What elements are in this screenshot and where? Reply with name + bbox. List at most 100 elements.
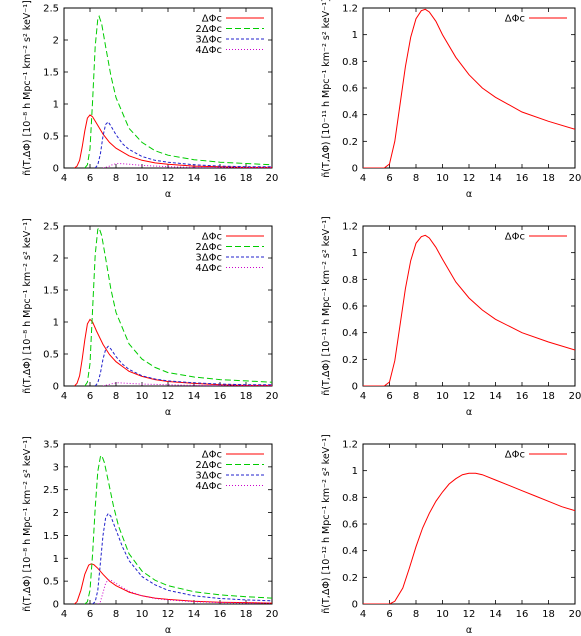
x-tick-label: 16 [214,173,227,184]
chart-panel-5: 4 6 8 10 12 14 16 18 20 0 0.5 1 1.5 2 2.5 3 3.5 α ñ(T,ΔΦ) … [22,436,278,636]
x-tick-label: 12 [162,391,175,402]
x-tick-label: 4 [61,391,67,402]
y-tick-label: 1.2 [342,4,358,15]
x-tick-label: 14 [188,173,201,184]
y-tick-label: 1.5 [43,68,59,79]
legend-label: 4ΔΦc [195,263,222,274]
x-tick-label: 4 [360,173,366,184]
y-tick-label: 1 [352,466,358,477]
x-tick-label: 10 [436,391,449,402]
y-tick-label: 3 [53,462,59,473]
legend-label: ΔΦc [505,14,525,25]
y-tick-label: 0 [53,600,59,611]
legend-label: ΔΦc [202,232,222,243]
x-tick-label: 14 [489,609,502,620]
y-tick-label: 0.5 [43,132,59,143]
y-tick-label: 0.5 [43,577,59,588]
x-tick-label: 12 [463,609,476,620]
x-tick-label: 18 [240,609,253,620]
x-axis-label: α [466,625,472,636]
legend-label: 3ΔΦc [195,35,222,46]
x-tick-label: 6 [87,391,93,402]
x-tick-label: 18 [542,609,555,620]
x-tick-label: 10 [436,173,449,184]
x-tick-label: 20 [569,609,581,620]
y-tick-label: 2.5 [43,485,59,496]
x-tick-label: 16 [516,609,529,620]
x-tick-label: 14 [489,391,502,402]
legend-label: ΔΦc [202,14,222,25]
x-tick-label: 14 [188,609,201,620]
chart-panel-1: 4 6 8 10 12 14 16 18 20 0 0.5 1 1.5 2 2.5 α ñ(T,ΔΦ) [10⁻… [22,0,278,200]
y-tick-label: 0.2 [342,573,358,584]
y-axis-label: ñ(T,ΔΦ) [10⁻⁸ h Mpc⁻¹ km⁻² s² keV⁻¹] [22,0,33,176]
x-tick-label: 6 [87,609,93,620]
y-tick-label: 3.5 [43,440,59,451]
y-tick-label: 0 [53,382,59,393]
x-tick-label: 4 [360,609,366,620]
series-line-1 [74,563,272,604]
y-tick-label: 2 [53,36,59,47]
x-tick-label: 8 [113,391,119,402]
y-axis-label: ñ(T,ΔΦ) [10⁻⁸ h Mpc⁻¹ km⁻² s² keV⁻¹] [22,436,33,612]
chart-panel-2: 4 6 8 10 12 14 16 18 20 0 0.2 0.4 0.6 0.8 1 1.2 α ñ(T,ΔΦ)… [321,0,581,200]
x-tick-label: 10 [136,391,149,402]
y-tick-label: 2 [53,508,59,519]
series-line-3 [92,512,272,604]
x-tick-label: 20 [569,391,581,402]
x-axis-label: α [165,189,171,200]
x-tick-label: 12 [162,609,175,620]
y-tick-label: 2 [53,254,59,265]
y-tick-label: 0.8 [342,493,358,504]
y-tick-label: 0.4 [342,328,358,339]
plot-frame [63,7,273,169]
x-tick-label: 6 [87,173,93,184]
x-tick-label: 16 [516,173,529,184]
chart-panel-4: 4 6 8 10 12 14 16 18 20 0 0.2 0.4 0.6 0.8 1 1.2 α ñ(T,ΔΦ)… [321,216,581,418]
plot-frame [362,443,576,605]
x-tick-label: 18 [542,173,555,184]
x-tick-label: 4 [360,391,366,402]
x-tick-label: 20 [266,609,279,620]
x-tick-label: 8 [413,173,419,184]
y-tick-label: 1 [352,248,358,259]
y-tick-label: 1.5 [43,531,59,542]
x-tick-label: 16 [214,391,227,402]
series-line-1 [363,234,575,386]
x-tick-label: 4 [61,173,67,184]
y-tick-label: 1 [53,100,59,111]
legend-label: 3ΔΦc [195,471,222,482]
y-tick-label: 2.5 [43,222,59,233]
x-tick-label: 8 [113,609,119,620]
chart-panel-3: 4 6 8 10 12 14 16 18 20 0 0.5 1 1.5 2 2.5 α ñ(T,ΔΦ) [10⁻… [22,218,278,418]
y-tick-label: 0.4 [342,546,358,557]
y-tick-label: 0 [352,382,358,393]
legend-label: ΔΦc [505,450,525,461]
x-tick-label: 6 [386,173,392,184]
x-tick-label: 20 [266,391,279,402]
legend-label: 2ΔΦc [195,242,222,253]
series-line-2 [84,226,272,386]
y-tick-label: 0.6 [342,302,358,313]
y-tick-label: 0.8 [342,57,358,68]
y-tick-label: 0.6 [342,84,358,95]
chart-panel-6: 4 6 8 10 12 14 16 18 20 0 0.2 0.4 0.6 0.8 1 1.2 α ñ(T,ΔΦ)… [321,434,581,636]
series-line-3 [94,121,272,168]
y-tick-label: 0 [352,600,358,611]
series-line-3 [94,345,272,386]
x-tick-label: 16 [214,609,227,620]
x-tick-label: 10 [136,609,149,620]
x-axis-label: α [466,189,472,200]
y-axis-label: ñ(T,ΔΦ) [10⁻¹¹ h Mpc⁻¹ km⁻² s² keV⁻¹] [321,216,332,395]
series-line-1 [363,472,575,604]
legend-label: 2ΔΦc [195,24,222,35]
y-tick-label: 1 [53,554,59,565]
plot-frame [362,7,576,169]
x-tick-label: 8 [413,609,419,620]
y-tick-label: 0 [53,164,59,175]
x-axis-label: α [466,407,472,418]
x-tick-label: 20 [266,173,279,184]
x-tick-label: 12 [463,173,476,184]
legend-label: ΔΦc [202,450,222,461]
